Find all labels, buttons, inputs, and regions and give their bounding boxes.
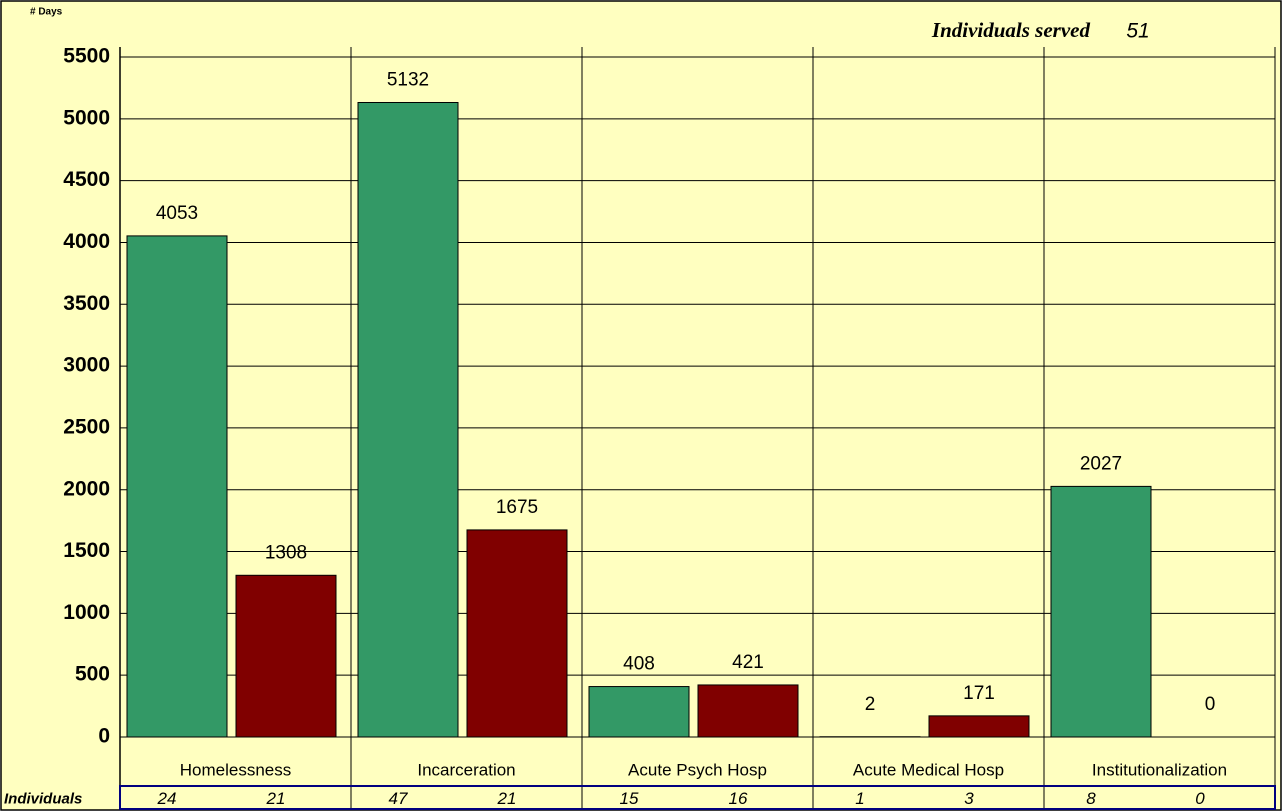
data-label: 0: [1205, 694, 1216, 715]
data-label: 4053: [156, 203, 198, 224]
title-value: 51: [1126, 20, 1149, 43]
bar: [235, 574, 337, 738]
individuals-row: [119, 785, 1276, 810]
bar: [126, 235, 228, 738]
chart-title: Individuals served: [931, 18, 1091, 42]
y-tick-label: 3500: [63, 292, 110, 315]
individuals-count: 21: [497, 789, 517, 808]
individuals-count: 8: [1086, 789, 1096, 808]
bar: [588, 686, 690, 738]
bar: [1050, 485, 1152, 738]
y-tick-label: 1000: [63, 601, 110, 624]
y-tick-label: 500: [75, 663, 110, 686]
y-axis-label: # Days: [30, 7, 63, 18]
bar: [928, 715, 1030, 738]
x-tick-label: Institutionalization: [1092, 760, 1227, 779]
y-tick-label: 5000: [63, 106, 110, 129]
individuals-count: 21: [266, 789, 286, 808]
data-label: 2: [865, 694, 876, 715]
data-label: 2027: [1080, 453, 1122, 474]
individuals-count: 47: [389, 789, 408, 808]
individuals-count: 16: [729, 789, 748, 808]
data-label: 5132: [387, 70, 429, 91]
row-label: Individuals: [4, 790, 82, 807]
y-tick-label: 4000: [63, 230, 110, 253]
data-label: 171: [963, 683, 995, 704]
bar: [357, 101, 459, 738]
bar: [697, 684, 799, 738]
y-tick-label: 1500: [63, 539, 110, 562]
x-tick-label: Homelessness: [180, 760, 292, 779]
individuals-count: 3: [964, 789, 974, 808]
y-tick-label: 0: [98, 725, 110, 748]
x-tick-label: Incarceration: [417, 760, 515, 779]
individuals-count: 15: [620, 789, 639, 808]
bar: [466, 529, 568, 738]
data-label: 408: [623, 654, 655, 675]
x-tick-label: Acute Medical Hosp: [853, 760, 1004, 779]
data-label: 1675: [496, 497, 538, 518]
x-tick-label: Acute Psych Hosp: [628, 760, 767, 779]
individuals-count: 0: [1195, 789, 1205, 808]
data-label: 421: [732, 652, 764, 673]
individuals-count: 24: [157, 789, 177, 808]
y-tick-label: 2000: [63, 477, 110, 500]
y-tick-label: 5500: [63, 45, 110, 68]
y-tick-label: 4500: [63, 168, 110, 191]
individuals-count: 1: [855, 789, 864, 808]
y-tick-label: 3000: [63, 354, 110, 377]
data-label: 1308: [265, 542, 307, 563]
y-tick-label: 2500: [63, 415, 110, 438]
